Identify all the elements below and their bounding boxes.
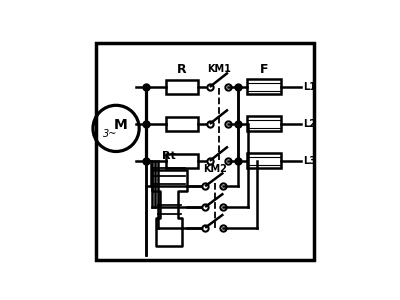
Bar [166, 117, 198, 131]
Text: L1: L1 [303, 82, 316, 92]
Text: F: F [260, 63, 268, 76]
Text: R: R [177, 63, 187, 76]
Text: L2: L2 [303, 119, 316, 129]
Text: L3: L3 [303, 156, 316, 166]
Bar [246, 153, 281, 168]
Text: KM2: KM2 [203, 164, 227, 174]
Bar [246, 116, 281, 131]
Bar [166, 154, 198, 168]
Bar [246, 79, 281, 94]
Text: M: M [114, 118, 128, 132]
Text: 3~: 3~ [103, 129, 118, 139]
Bar [166, 80, 198, 94]
Text: Rt: Rt [162, 151, 176, 161]
Text: KM1: KM1 [207, 64, 231, 74]
